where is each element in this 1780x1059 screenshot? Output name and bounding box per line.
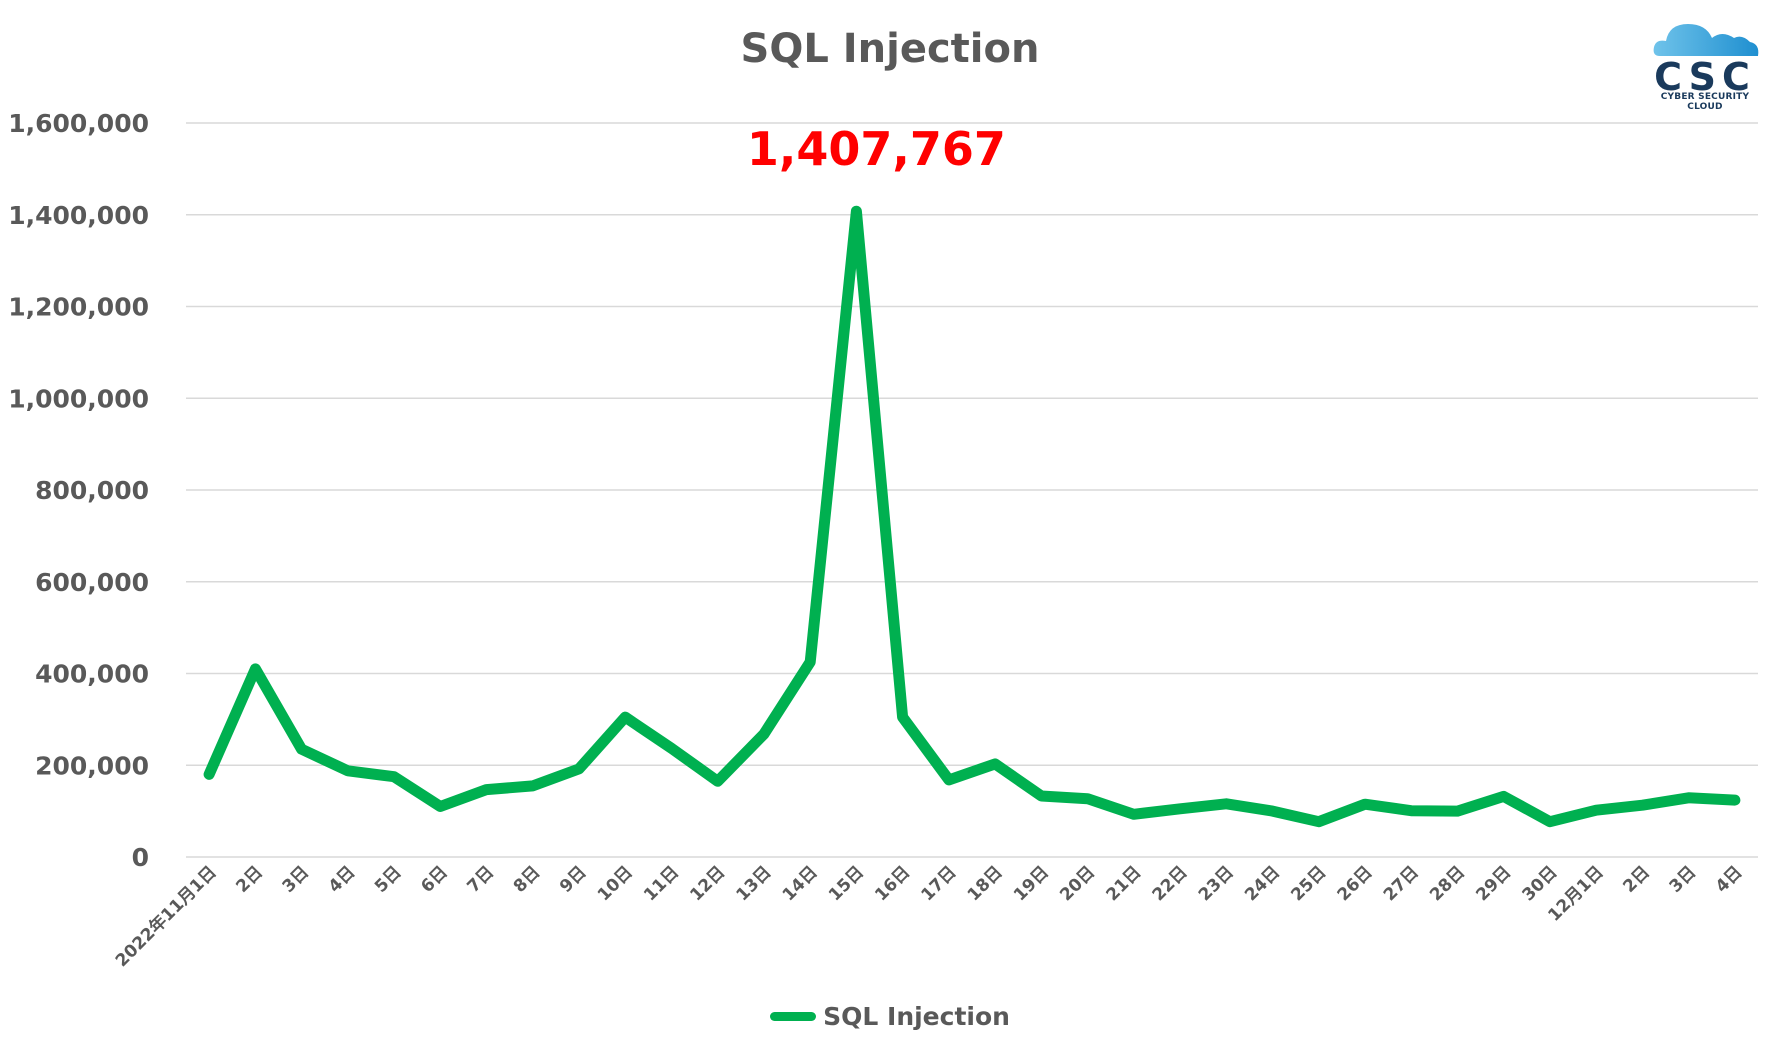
data-point bbox=[577, 766, 581, 771]
y-axis-tick-labels: 0 200,000 400,000 600,000 800,000 1,000,000 1,… bbox=[8, 109, 149, 872]
x-tick-label: 25日 bbox=[1287, 862, 1330, 905]
data-point bbox=[1409, 808, 1414, 813]
data-point bbox=[1085, 796, 1090, 801]
x-tick-label: 8日 bbox=[510, 862, 545, 897]
x-tick-label: 3日 bbox=[279, 862, 314, 897]
x-tick-label: 17日 bbox=[918, 862, 961, 905]
x-tick-label: 19日 bbox=[1010, 862, 1053, 905]
data-point bbox=[1224, 801, 1229, 806]
data-point bbox=[207, 772, 212, 777]
y-tick-label: 1,600,000 bbox=[8, 109, 149, 138]
x-tick-label: 11日 bbox=[640, 862, 683, 905]
data-point bbox=[946, 777, 951, 782]
data-point bbox=[1547, 819, 1552, 824]
series-points bbox=[207, 209, 1737, 824]
x-tick-label: 23日 bbox=[1195, 862, 1238, 905]
gridlines bbox=[186, 122, 1758, 858]
legend: SQL Injection bbox=[0, 1002, 1780, 1031]
y-tick-label: 400,000 bbox=[35, 660, 149, 689]
x-tick-label: 5日 bbox=[371, 862, 406, 897]
x-tick-label: 14日 bbox=[779, 862, 822, 905]
data-point bbox=[253, 666, 258, 671]
x-tick-label: 4日 bbox=[1712, 862, 1747, 897]
data-point bbox=[1270, 809, 1275, 814]
data-point bbox=[1131, 812, 1136, 817]
data-point bbox=[1594, 808, 1599, 813]
data-point bbox=[623, 715, 628, 720]
data-point bbox=[1455, 809, 1460, 814]
x-tick-label: 4日 bbox=[325, 862, 360, 897]
x-tick-label: 30日 bbox=[1519, 862, 1562, 905]
data-point bbox=[669, 746, 674, 751]
data-point bbox=[854, 209, 859, 214]
data-point bbox=[438, 804, 443, 809]
x-tick-label: 10日 bbox=[594, 862, 637, 905]
x-tick-label: 15日 bbox=[825, 862, 868, 905]
data-point bbox=[530, 783, 535, 788]
data-point bbox=[1686, 795, 1691, 800]
x-axis-tick-labels: 2022年11月1日 2日 3日 4日 5日 6日 7日 8日 9日 10日 11日 12日 13日 14… bbox=[111, 862, 1746, 971]
x-tick-label: 28日 bbox=[1426, 862, 1469, 905]
data-point bbox=[345, 768, 350, 773]
y-tick-label: 1,400,000 bbox=[8, 201, 149, 230]
data-point bbox=[1732, 798, 1737, 803]
y-tick-label: 1,000,000 bbox=[8, 384, 149, 413]
data-point bbox=[900, 715, 905, 720]
x-tick-label: 2022年11月1日 bbox=[111, 862, 220, 971]
cloud-icon bbox=[1653, 24, 1759, 56]
data-point bbox=[1178, 806, 1183, 811]
data-point bbox=[761, 732, 766, 737]
x-tick-label: 27日 bbox=[1380, 862, 1423, 905]
y-tick-label: 200,000 bbox=[35, 751, 149, 780]
x-tick-label: 9日 bbox=[556, 862, 591, 897]
data-point bbox=[993, 761, 998, 766]
y-tick-label: 800,000 bbox=[35, 476, 149, 505]
y-tick-label: 600,000 bbox=[35, 568, 149, 597]
logo-mark: CSC bbox=[1654, 55, 1756, 99]
legend-swatch bbox=[770, 1012, 817, 1021]
data-point bbox=[1501, 794, 1506, 799]
data-point bbox=[1363, 802, 1367, 807]
cyber-security-cloud-logo: CSC bbox=[1653, 24, 1759, 99]
series-line-sql-injection bbox=[203, 205, 1741, 828]
data-point bbox=[299, 747, 304, 752]
x-tick-label: 3日 bbox=[1666, 862, 1701, 897]
x-tick-label: 29日 bbox=[1472, 862, 1515, 905]
x-tick-label: 2日 bbox=[232, 862, 267, 897]
legend-label: SQL Injection bbox=[823, 1002, 1010, 1031]
peak-annotation: 1,407,767 bbox=[747, 122, 1006, 176]
logo-tagline: CYBER SECURITY CLOUD bbox=[1660, 92, 1750, 112]
y-tick-label: 0 bbox=[132, 843, 149, 872]
x-tick-label: 6日 bbox=[417, 862, 452, 897]
y-tick-label: 1,200,000 bbox=[8, 293, 149, 322]
x-tick-label: 13日 bbox=[733, 862, 776, 905]
data-point bbox=[1640, 803, 1645, 808]
data-point bbox=[1316, 819, 1321, 824]
x-tick-label: 7日 bbox=[464, 862, 499, 897]
x-tick-label: 12日 bbox=[686, 862, 729, 905]
data-point bbox=[808, 660, 813, 665]
data-point bbox=[392, 774, 397, 779]
x-tick-label: 21日 bbox=[1102, 862, 1145, 905]
x-tick-label: 16日 bbox=[871, 862, 914, 905]
x-tick-label: 24日 bbox=[1241, 862, 1284, 905]
x-tick-label: 2日 bbox=[1619, 862, 1654, 897]
data-point bbox=[484, 787, 489, 792]
chart-title: SQL Injection bbox=[740, 26, 1040, 72]
x-tick-label: 26日 bbox=[1334, 862, 1377, 905]
data-point bbox=[715, 779, 720, 784]
data-point bbox=[1039, 793, 1044, 798]
x-tick-label: 20日 bbox=[1056, 862, 1099, 905]
x-tick-label: 22日 bbox=[1149, 862, 1192, 905]
x-tick-label: 18日 bbox=[964, 862, 1007, 905]
